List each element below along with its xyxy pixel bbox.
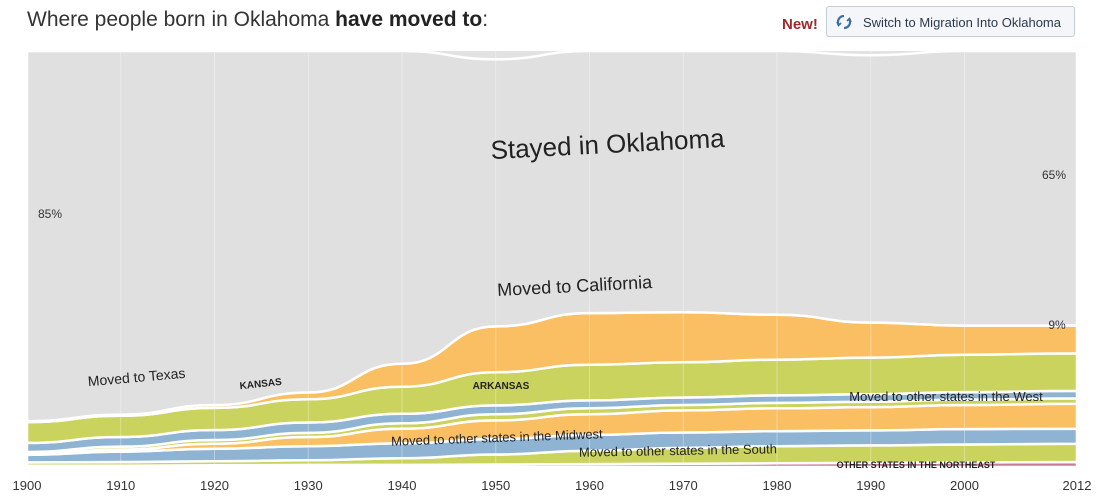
title-bold: have moved to bbox=[335, 8, 483, 31]
switch-button-label: Switch to Migration Into Oklahoma bbox=[863, 15, 1061, 30]
title-suffix: : bbox=[482, 8, 489, 31]
chart-header: Where people born in Oklahoma have moved… bbox=[0, 0, 1104, 46]
label-moved-to-other-states-in-the-south: Moved to other states in the South bbox=[579, 441, 777, 459]
label-moved-to-other-states-in-the-northeast: OTHER STATES IN THE NORTHEAST bbox=[837, 460, 996, 470]
chart-title: Where people born in Oklahoma have moved… bbox=[27, 8, 488, 32]
label-moved-to-arkansas: ARKANSAS bbox=[473, 381, 530, 392]
x-tick-1920: 1920 bbox=[200, 478, 229, 493]
refresh-icon bbox=[836, 14, 852, 30]
x-tick-2000: 2000 bbox=[950, 478, 979, 493]
x-tick-1970: 1970 bbox=[669, 478, 698, 493]
title-prefix: Where people born in Oklahoma bbox=[27, 8, 336, 31]
x-tick-1980: 1980 bbox=[763, 478, 792, 493]
x-tick-1940: 1940 bbox=[388, 478, 417, 493]
x-tick-1960: 1960 bbox=[575, 478, 604, 493]
x-tick-1990: 1990 bbox=[856, 478, 885, 493]
annotation-2: 65% bbox=[1042, 168, 1066, 182]
migration-chart: OTHER STATES IN THE NORTHEAST Moved to ot… bbox=[13, 49, 1092, 493]
label-moved-to-other-states-in-the-west: Moved to other states in the West bbox=[849, 389, 1043, 404]
x-tick-1910: 1910 bbox=[106, 478, 135, 493]
annotation-3: 9% bbox=[1048, 318, 1066, 332]
area-stayed-in-oklahoma bbox=[25, 49, 1079, 423]
annotation-1: 85% bbox=[38, 207, 62, 221]
label-moved-to-kansas: KANSAS bbox=[239, 377, 282, 392]
x-tick-1900: 1900 bbox=[13, 478, 42, 493]
x-tick-2012: 2012 bbox=[1063, 478, 1092, 493]
x-tick-1950: 1950 bbox=[481, 478, 510, 493]
new-badge: New! bbox=[782, 16, 818, 33]
label-moved-to-other-states-in-the-midwest: Moved to other states in the Midwest bbox=[391, 426, 603, 448]
switch-migration-button[interactable]: Switch to Migration Into Oklahoma bbox=[826, 6, 1075, 37]
x-tick-1930: 1930 bbox=[294, 478, 323, 493]
